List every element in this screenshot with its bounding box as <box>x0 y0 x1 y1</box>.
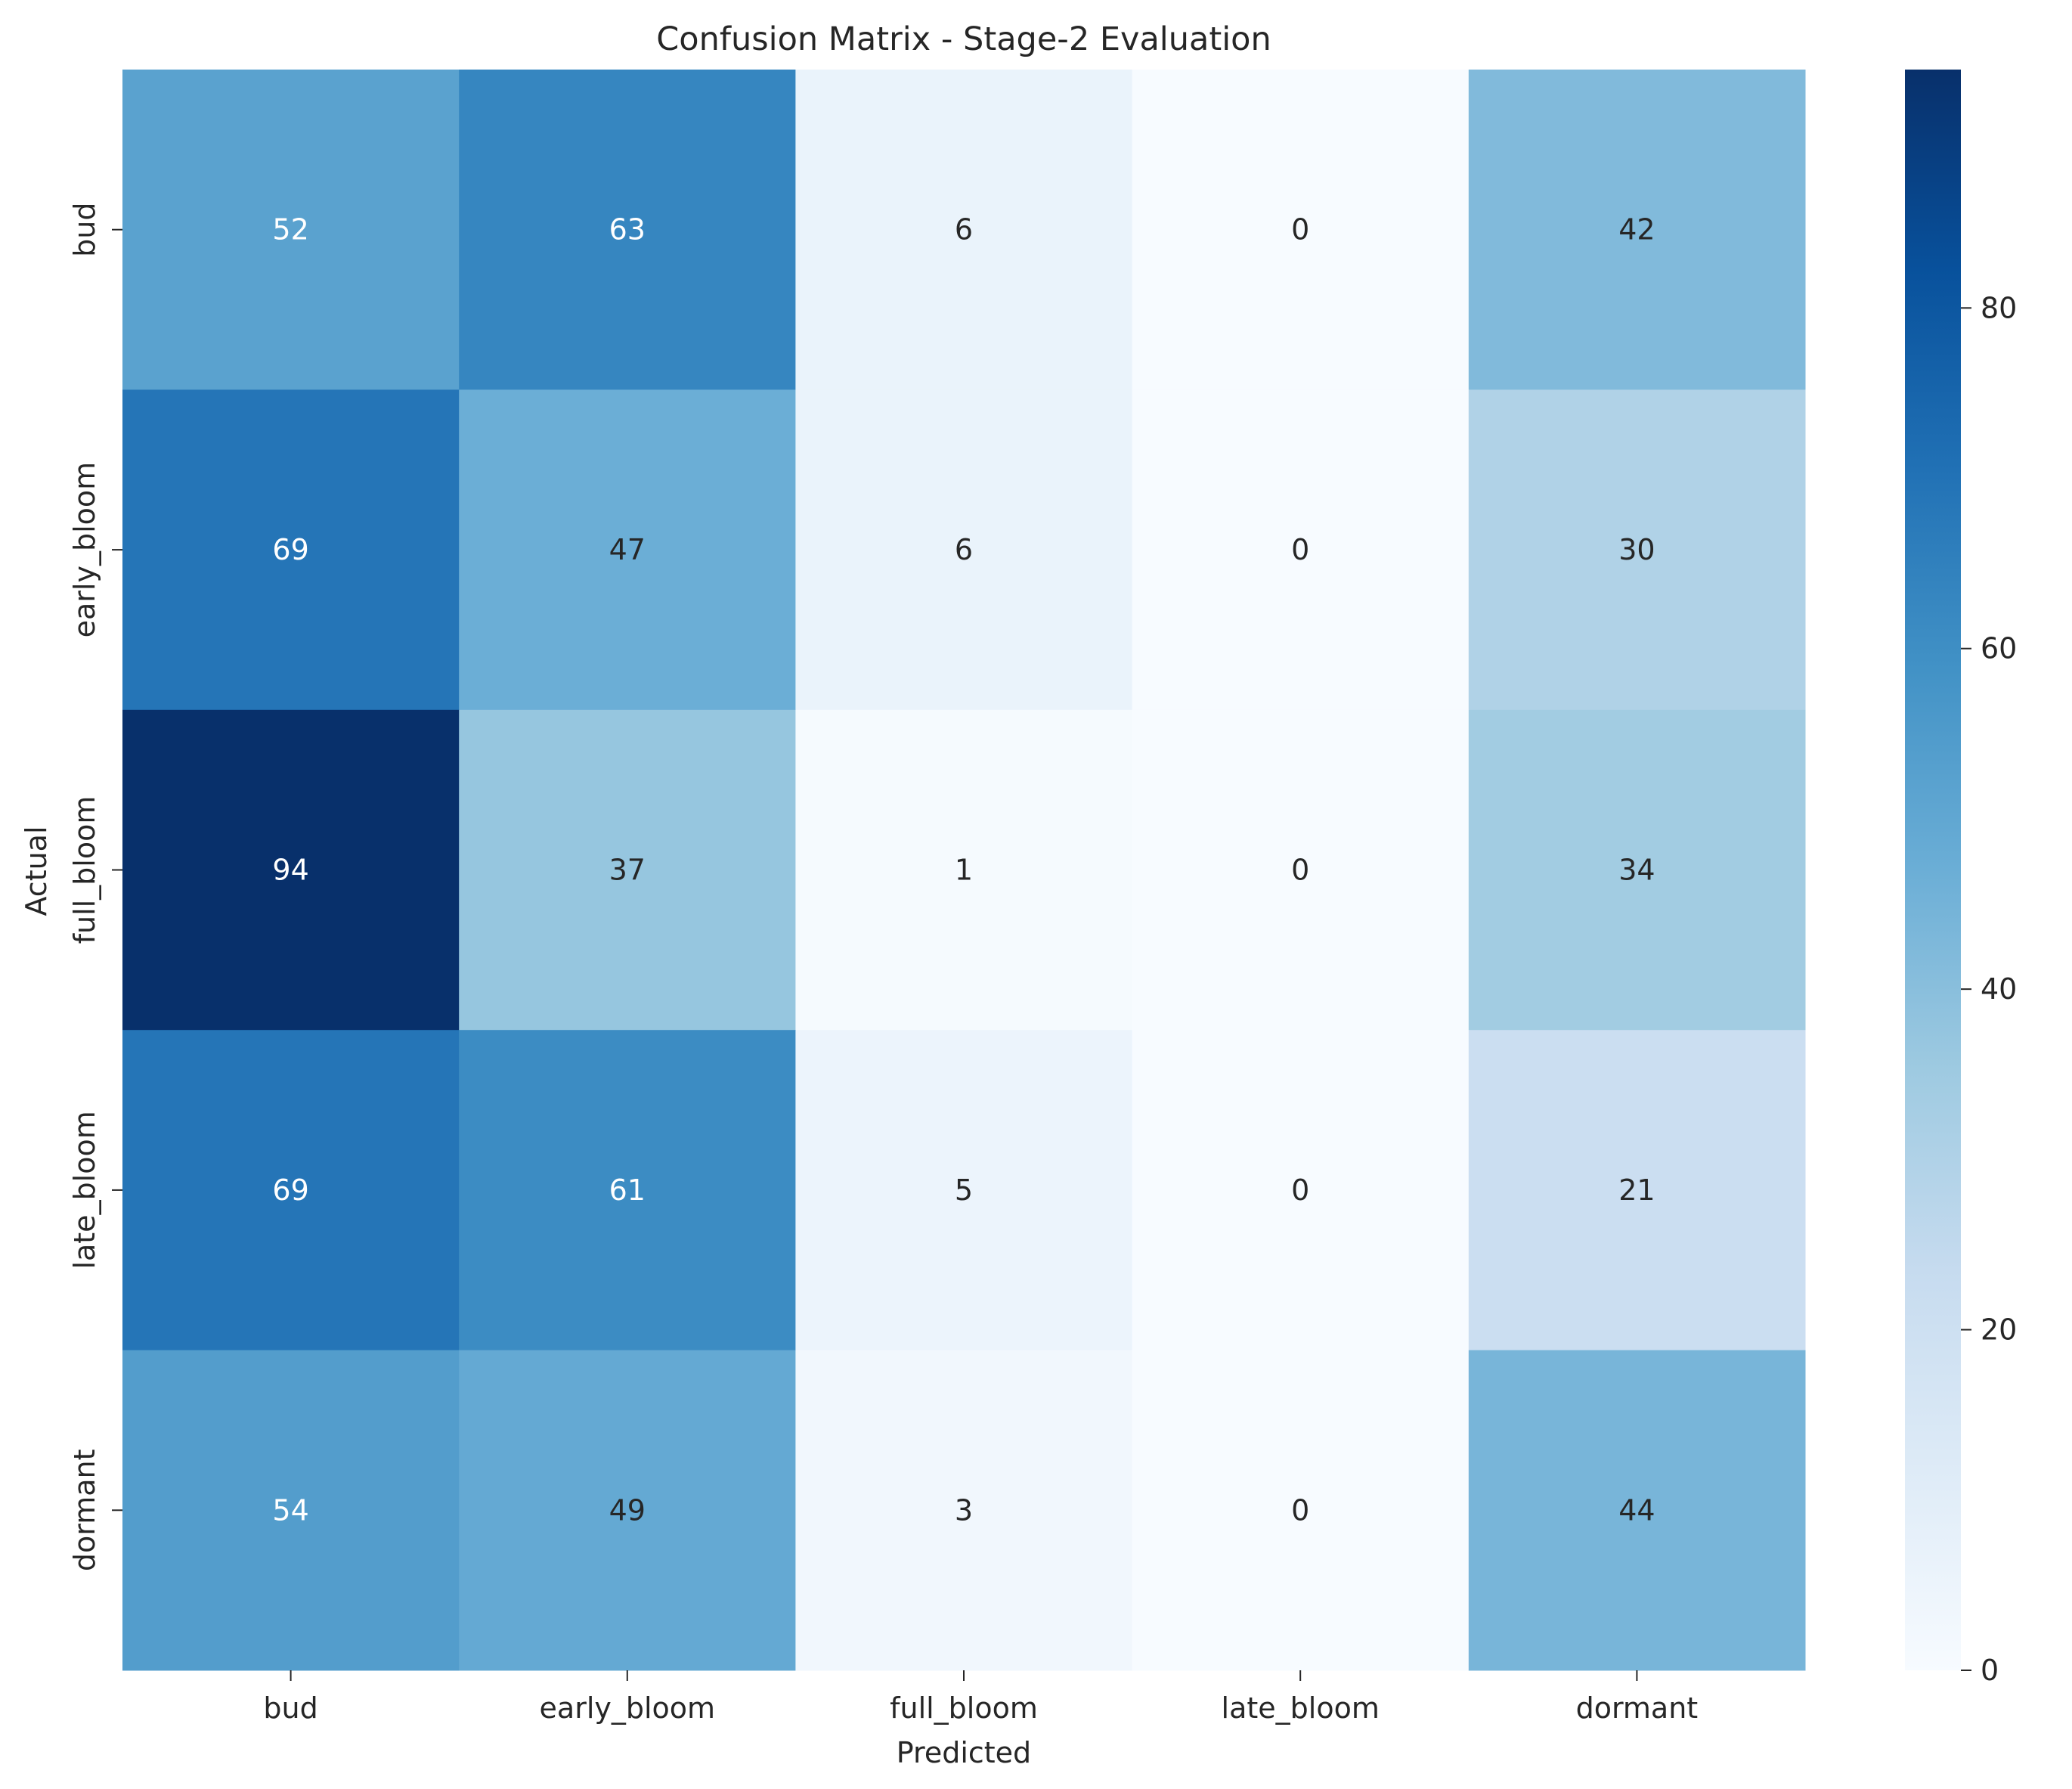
cell-value-label: 47 <box>609 533 646 566</box>
colorbar <box>1905 70 1961 1670</box>
heatmap-cell <box>1132 70 1470 390</box>
heatmap-cell <box>1468 1350 1806 1671</box>
x-axis-ticks: bud early_bloom full_bloom late_bloom dorman… <box>263 1670 1698 1725</box>
cell-value-label: 42 <box>1618 213 1655 246</box>
colorbar-tick-label: 0 <box>1981 1654 1999 1687</box>
y-tick-label: late_bloom <box>68 1111 101 1269</box>
cell-value-label: 0 <box>1291 1493 1309 1527</box>
heatmap-cell <box>795 1350 1133 1671</box>
colorbar-ticks: 0 20 40 60 80 <box>1961 291 2017 1687</box>
heatmap-cells <box>122 70 1806 1671</box>
cell-value-label: 34 <box>1618 854 1655 887</box>
heatmap-cell <box>122 70 460 390</box>
heatmap-cell <box>1468 1030 1806 1351</box>
heatmap-cell <box>122 1030 460 1351</box>
heatmap-cell <box>795 709 1133 1031</box>
colorbar-tick-label: 40 <box>1981 972 2017 1006</box>
cell-value-label: 69 <box>272 1174 308 1207</box>
y-axis-ticks: bud early_bloom full_bloom late_bloomdorman… <box>68 203 122 1571</box>
x-tick-label: early_bloom <box>540 1691 716 1725</box>
cell-value-label: 0 <box>1291 533 1309 566</box>
colorbar-tick-label: 60 <box>1981 632 2017 665</box>
cell-value-label: 54 <box>272 1493 308 1527</box>
heatmap-cell <box>1132 1350 1470 1671</box>
cell-value-label: 49 <box>609 1493 646 1527</box>
x-tick-label: bud <box>263 1691 317 1725</box>
heatmap-cell <box>1468 709 1806 1031</box>
heatmap-cell <box>459 70 796 390</box>
cell-value-label: 30 <box>1618 533 1655 566</box>
heatmap-cell <box>459 1030 796 1351</box>
colorbar-tick-label: 20 <box>1981 1313 2017 1347</box>
cell-value-label: 94 <box>272 854 308 887</box>
y-tick-label: full_bloom <box>68 796 101 944</box>
cell-value-label: 69 <box>272 533 308 566</box>
cell-value-label: 5 <box>955 1174 973 1207</box>
heatmap-cell <box>122 389 460 711</box>
heatmap-cell <box>459 1350 796 1671</box>
y-tick-label: dormant <box>68 1449 101 1571</box>
x-tick-label: late_bloom <box>1222 1691 1380 1725</box>
y-tick-label: bud <box>68 203 101 257</box>
heatmap-cell <box>1468 389 1806 711</box>
cell-value-label: 0 <box>1291 854 1309 887</box>
heatmap-cell <box>795 389 1133 711</box>
cell-value-label: 21 <box>1618 1174 1655 1207</box>
x-tick-label: dormant <box>1576 1691 1699 1725</box>
cell-value-label: 6 <box>955 533 973 566</box>
cell-value-label: 0 <box>1291 1174 1309 1207</box>
heatmap-cell <box>1132 709 1470 1031</box>
cell-value-label: 37 <box>609 854 646 887</box>
heatmap-cell <box>1132 1030 1470 1351</box>
y-axis-label: Actual <box>20 826 53 916</box>
chart-title: Confusion Matrix - Stage-2 Evaluation <box>656 20 1271 58</box>
x-axis-label: Predicted <box>897 1736 1031 1769</box>
heatmap-cell <box>795 1030 1133 1351</box>
heatmap-cell <box>459 709 796 1031</box>
heatmap-cell <box>122 1350 460 1671</box>
cell-value-label: 63 <box>609 213 646 246</box>
heatmap-cell <box>122 709 460 1031</box>
cell-value-label: 3 <box>955 1493 973 1527</box>
cell-value-label: 1 <box>955 854 973 887</box>
cell-value-label: 61 <box>609 1174 646 1207</box>
cell-value-label: 52 <box>272 213 308 246</box>
heatmap-cell <box>1468 70 1806 390</box>
x-tick-label: full_bloom <box>890 1691 1038 1725</box>
cell-value-label: 44 <box>1618 1493 1655 1527</box>
y-tick-label: early_bloom <box>68 462 101 638</box>
heatmap-cell <box>795 70 1133 390</box>
heatmap-cell <box>459 389 796 711</box>
cell-value-label: 0 <box>1291 213 1309 246</box>
colorbar-tick-label: 80 <box>1981 291 2017 324</box>
heatmap-cell <box>1132 389 1470 711</box>
cell-value-label: 6 <box>955 213 973 246</box>
